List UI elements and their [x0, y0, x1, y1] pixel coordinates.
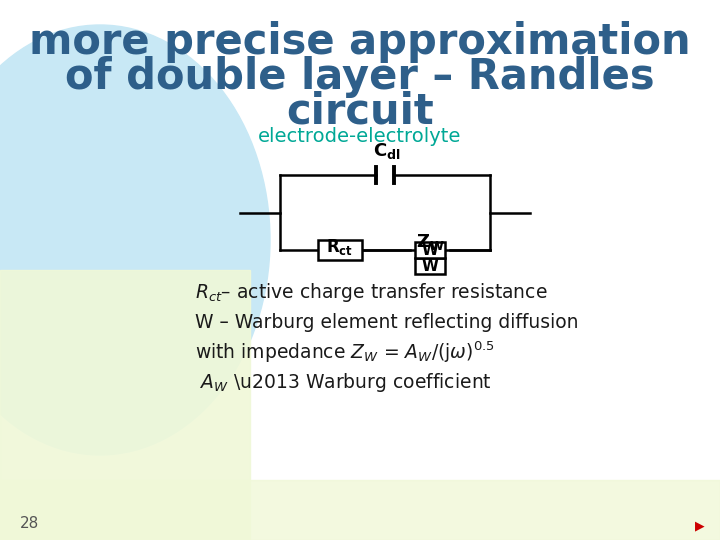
- Text: $\mathbf{R_{ct}}$: $\mathbf{R_{ct}}$: [326, 237, 354, 257]
- Text: more precise approximation: more precise approximation: [30, 21, 690, 63]
- Bar: [0, 270, 250, 540]
- Ellipse shape: [0, 25, 270, 455]
- Text: $\mathbf{W}$: $\mathbf{W}$: [420, 258, 439, 274]
- Text: of double layer – Randles: of double layer – Randles: [66, 56, 654, 98]
- Text: W – Warburg element reflecting diffusion: W – Warburg element reflecting diffusion: [195, 313, 578, 332]
- Text: ▶: ▶: [696, 519, 705, 532]
- Bar: [318, 240, 362, 260]
- Text: $A_W$ \u2013 Warburg coefficient: $A_W$ \u2013 Warburg coefficient: [195, 370, 492, 394]
- Text: $\mathbf{W}$: $\mathbf{W}$: [420, 242, 439, 258]
- Bar: [415, 258, 445, 274]
- Bar: [415, 242, 445, 258]
- Bar: [0, 480, 720, 540]
- Text: electrode-electrolyte: electrode-electrolyte: [258, 127, 462, 146]
- Text: $R_{ct}$– active charge transfer resistance: $R_{ct}$– active charge transfer resista…: [195, 280, 547, 303]
- Text: $\mathbf{Z_W}$: $\mathbf{Z_W}$: [415, 232, 444, 252]
- Text: circuit: circuit: [286, 91, 434, 133]
- Text: $\mathbf{C_{dl}}$: $\mathbf{C_{dl}}$: [373, 141, 401, 161]
- Text: with impedance $Z_W$ = $A_W$/(j$\omega$)$^{0.5}$: with impedance $Z_W$ = $A_W$/(j$\omega$)…: [195, 339, 495, 364]
- Text: 28: 28: [20, 516, 40, 531]
